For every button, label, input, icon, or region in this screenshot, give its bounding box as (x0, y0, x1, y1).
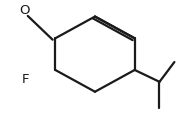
Text: F: F (22, 73, 29, 86)
Text: O: O (20, 4, 30, 17)
